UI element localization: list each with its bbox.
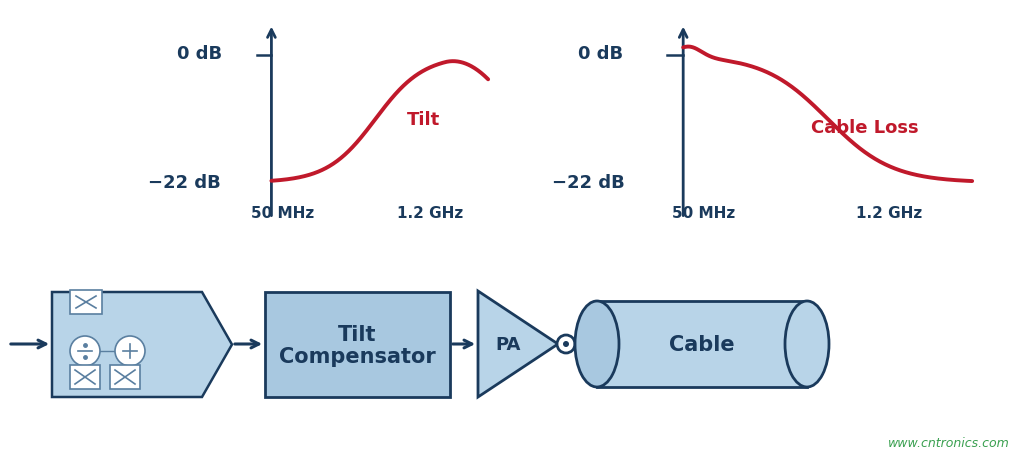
- FancyBboxPatch shape: [596, 302, 807, 387]
- Circle shape: [557, 335, 575, 353]
- FancyBboxPatch shape: [110, 365, 140, 389]
- Circle shape: [70, 336, 100, 366]
- Text: 0 dB: 0 dB: [176, 45, 222, 63]
- Text: −22 dB: −22 dB: [552, 174, 624, 192]
- Polygon shape: [52, 292, 232, 397]
- Text: 50 MHz: 50 MHz: [251, 205, 314, 220]
- Text: Tilt: Tilt: [407, 111, 440, 129]
- Ellipse shape: [785, 302, 829, 387]
- Text: 0 dB: 0 dB: [578, 45, 623, 63]
- Text: www.cntronics.com: www.cntronics.com: [889, 436, 1010, 449]
- Circle shape: [115, 336, 146, 366]
- Text: Cable: Cable: [669, 334, 735, 354]
- Text: −22 dB: −22 dB: [149, 174, 221, 192]
- Text: 1.2 GHz: 1.2 GHz: [857, 205, 923, 220]
- Polygon shape: [478, 291, 558, 397]
- Text: Cable Loss: Cable Loss: [811, 119, 918, 137]
- Text: Compensator: Compensator: [279, 347, 436, 367]
- FancyBboxPatch shape: [265, 292, 450, 397]
- FancyBboxPatch shape: [70, 365, 100, 389]
- FancyBboxPatch shape: [70, 291, 102, 314]
- Circle shape: [563, 341, 569, 347]
- Text: Tilt: Tilt: [338, 325, 377, 345]
- Ellipse shape: [575, 302, 619, 387]
- Text: 1.2 GHz: 1.2 GHz: [397, 205, 463, 220]
- Text: PA: PA: [495, 335, 521, 353]
- Text: 50 MHz: 50 MHz: [672, 205, 736, 220]
